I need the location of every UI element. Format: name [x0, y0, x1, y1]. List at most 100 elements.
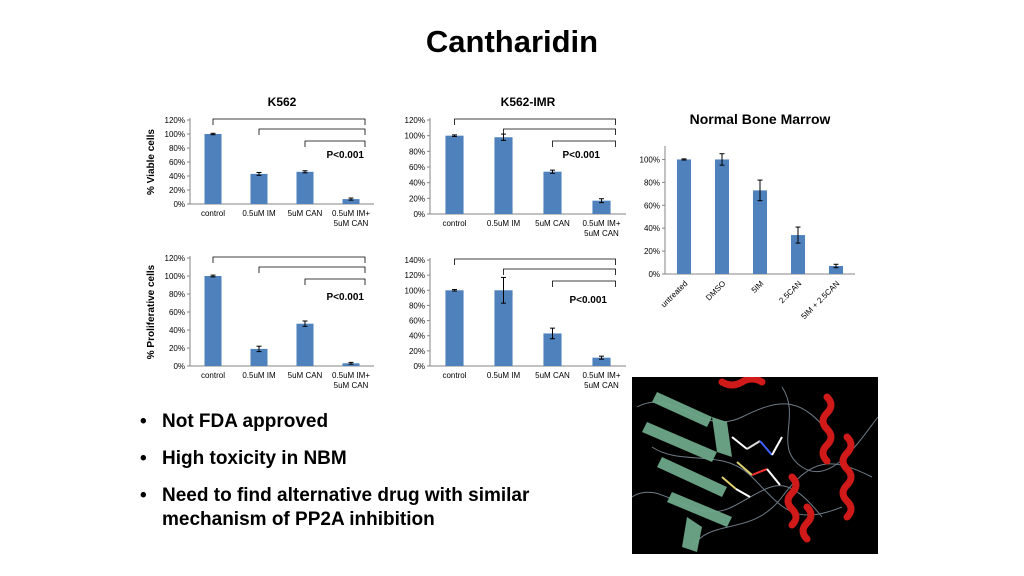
significance-bracket: [503, 128, 616, 135]
y-tick-label: 0%: [413, 362, 425, 371]
y-tick-label: 100%: [405, 286, 425, 295]
y-tick-label: 100%: [165, 130, 185, 139]
y-tick-label: 20%: [644, 247, 660, 256]
y-tick-label: 0%: [173, 362, 185, 371]
y-tick-label: 80%: [409, 301, 425, 310]
significance-bracket: [258, 266, 366, 273]
y-tick-label: 140%: [405, 256, 425, 265]
y-tick-label: 60%: [644, 201, 660, 210]
bar: [296, 323, 314, 366]
bar: [543, 171, 562, 214]
bar: [445, 290, 464, 366]
significance-bracket: [503, 268, 616, 275]
significance-bracket: [304, 140, 366, 147]
y-tick-label: 20%: [169, 186, 185, 195]
x-tick-label: 0.5uM IM: [487, 371, 521, 380]
y-tick-label: 60%: [169, 308, 185, 317]
y-axis-label: % Proliferative cells: [146, 264, 157, 359]
y-tick-label: 0%: [413, 210, 425, 219]
x-tick-label: 5uM CAN: [535, 371, 570, 380]
chart-title: K562: [268, 95, 297, 109]
bullet-glyph: •: [140, 448, 147, 469]
bullet-item: • Not FDA approved: [140, 410, 580, 434]
bar: [250, 173, 268, 204]
y-tick-label: 60%: [409, 317, 425, 326]
bullet-glyph: •: [140, 485, 147, 506]
x-tick-label: 5uM CAN: [288, 371, 323, 380]
chart-title: K562-IMR: [501, 95, 556, 109]
x-tick-label: untreated: [659, 279, 689, 309]
bullet-text: High toxicity in NBM: [162, 448, 347, 469]
bullet-text: Not FDA approved: [162, 411, 329, 432]
x-tick-label: 5uM CAN: [288, 209, 323, 218]
p-value-label: P<0.001: [569, 295, 607, 306]
significance-bracket: [454, 118, 616, 125]
y-tick-label: 120%: [165, 116, 185, 125]
x-tick-label: 0.5uM IM: [242, 371, 276, 380]
x-tick-label: 5uM CAN: [535, 219, 570, 228]
bar: [676, 159, 692, 274]
protein-ribbon-graphic: [632, 377, 878, 554]
bar: [592, 357, 611, 366]
bullet-list: • Not FDA approved • High toxicity in NBM …: [140, 410, 580, 545]
bar: [494, 290, 513, 366]
x-tick-label: 2.5CAN: [777, 279, 803, 305]
chart-normal-bone-marrow: Normal Bone Marrow 0% 20% 40% 60% 80% 100% untr…: [640, 111, 855, 321]
bullet-text: Need to find alternative drug with simil…: [162, 485, 530, 530]
y-tick-label: 0%: [173, 200, 185, 209]
bar: [592, 200, 611, 214]
y-tick-label: 40%: [409, 179, 425, 188]
x-tick-label: DMSO: [704, 279, 727, 302]
y-tick-label: 40%: [169, 172, 185, 181]
y-tick-label: 40%: [169, 326, 185, 335]
chart-title: Normal Bone Marrow: [690, 111, 831, 127]
bar: [828, 265, 844, 274]
chart-k562imr-proliferative: 0% 20% 40% 60% 80% 100% 120% 140% control 0.5uM I…: [405, 256, 626, 390]
bullet-item: • Need to find alternative drug with simi…: [140, 484, 580, 532]
x-tick-label: 0.5uM IM: [487, 219, 521, 228]
y-tick-label: 80%: [169, 290, 185, 299]
y-tick-label: 120%: [405, 116, 425, 125]
significance-bracket: [212, 118, 366, 125]
y-tick-label: 80%: [409, 147, 425, 156]
x-tick-label: 5IM + 2.5CAN: [799, 279, 841, 321]
x-tick-label: 0.5uM IM+ 5uM CAN: [582, 219, 620, 238]
y-tick-label: 20%: [409, 194, 425, 203]
y-tick-label: 100%: [165, 272, 185, 281]
significance-bracket: [258, 128, 366, 135]
x-tick-label: control: [201, 371, 225, 380]
significance-bracket: [454, 258, 616, 265]
significance-bracket: [304, 278, 366, 285]
significance-bracket: [212, 256, 366, 263]
y-tick-label: 20%: [169, 344, 185, 353]
bar: [296, 171, 314, 204]
bar: [250, 348, 268, 366]
p-value-label: P<0.001: [562, 150, 600, 161]
chart-k562imr-viable: K562-IMR 0% 20% 40% 60% 80% 100% 120% control 0.5…: [405, 95, 626, 238]
protein-structure-image: [632, 377, 878, 554]
y-tick-label: 60%: [409, 163, 425, 172]
x-tick-label: control: [201, 209, 225, 218]
significance-bracket: [552, 140, 616, 147]
bar: [543, 333, 562, 366]
bar: [445, 135, 464, 214]
x-tick-label: 0.5uM IM+ 5uM CAN: [332, 371, 370, 390]
x-tick-label: 0.5uM IM+ 5uM CAN: [582, 371, 620, 390]
y-tick-label: 0%: [648, 270, 660, 279]
bar: [204, 134, 222, 204]
x-tick-label: 0.5uM IM: [242, 209, 276, 218]
slide-title: Cantharidin: [425, 24, 599, 59]
y-tick-label: 100%: [640, 155, 660, 164]
bar: [714, 159, 730, 274]
chart-k562-proliferative: % Proliferative cells 0% 20% 40% 60% 80% 100% 1…: [146, 254, 374, 390]
bar: [752, 190, 768, 274]
significance-bracket: [552, 280, 616, 287]
bar: [204, 276, 222, 366]
bullet-item: • High toxicity in NBM: [140, 447, 580, 471]
y-tick-label: 40%: [644, 224, 660, 233]
bullet-glyph: •: [140, 411, 147, 432]
bar: [790, 235, 806, 274]
y-tick-label: 120%: [405, 271, 425, 280]
chart-k562-viable: K562 % Viable cells 0% 20% 40% 60% 80% 100% 120%…: [146, 95, 374, 228]
x-tick-label: control: [442, 371, 466, 380]
